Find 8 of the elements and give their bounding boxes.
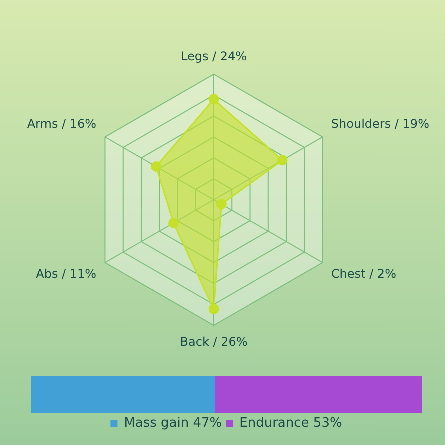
spoke-label: Back / 26% [180, 334, 248, 349]
spoke-label: Abs / 11% [36, 267, 97, 282]
spoke-label: Arms / 16% [27, 117, 97, 132]
legend-label: Endurance 53% [240, 416, 342, 431]
spoke-label: Shoulders / 19% [331, 117, 430, 132]
legend-label: Mass gain 47% [124, 416, 222, 431]
spoke-label: Chest / 2% [331, 267, 396, 282]
spoke-label: Legs / 24% [180, 49, 248, 64]
